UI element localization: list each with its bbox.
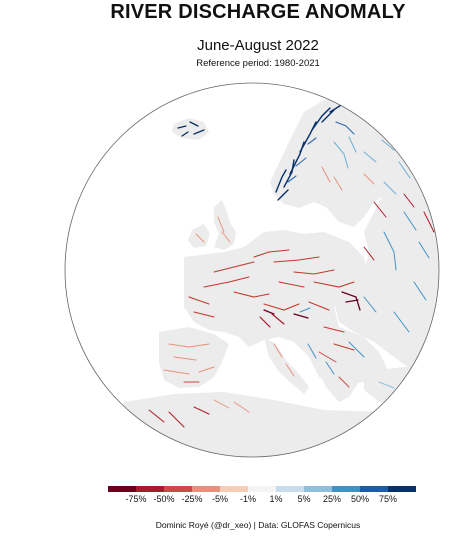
legend-tick-label: -50% [153, 494, 175, 504]
legend-colorbar [108, 486, 416, 492]
legend-swatch [248, 486, 276, 492]
data-credit: Dominic Royé (@dr_xeo) | Data: GLOFAS Co… [155, 520, 361, 530]
legend-tick-label: 75% [378, 494, 398, 504]
legend-swatch [332, 486, 360, 492]
europe-globe-map [64, 82, 440, 458]
iberia-land [159, 327, 229, 388]
legend-labels: -75% -50% -25% -5% -1% 1% 5% 25% 50% 75% [108, 494, 416, 508]
reference-period: Reference period: 1980-2021 [196, 58, 320, 69]
legend-tick-label: -5% [211, 494, 229, 504]
legend-swatch [220, 486, 248, 492]
legend-swatch [360, 486, 388, 492]
legend-swatch [108, 486, 136, 492]
north-africa-land [104, 392, 439, 457]
legend-tick-label: -25% [181, 494, 203, 504]
anatomy-turkey-land [364, 367, 439, 407]
legend-swatch [192, 486, 220, 492]
legend-swatch [136, 486, 164, 492]
legend-swatch [276, 486, 304, 492]
map-title: RIVER DISCHARGE ANOMALY [110, 1, 406, 23]
eastern-europe-land [334, 122, 439, 382]
legend-tick-label: 5% [297, 494, 311, 504]
great-britain-land [214, 200, 236, 250]
legend-swatch [304, 486, 332, 492]
iceland-land [172, 118, 209, 140]
balkans-land [309, 344, 364, 402]
legend-tick-label: 25% [322, 494, 342, 504]
legend-tick-label: 1% [269, 494, 283, 504]
land-masses [104, 94, 439, 457]
legend-tick-label: 50% [350, 494, 370, 504]
globe-outline [64, 82, 440, 458]
legend-tick-label: -75% [125, 494, 147, 504]
map-subtitle: June-August 2022 [197, 37, 319, 54]
legend-swatch [388, 486, 416, 492]
legend-swatch [164, 486, 192, 492]
ireland-land [188, 224, 210, 248]
legend-tick-label: -1% [239, 494, 257, 504]
